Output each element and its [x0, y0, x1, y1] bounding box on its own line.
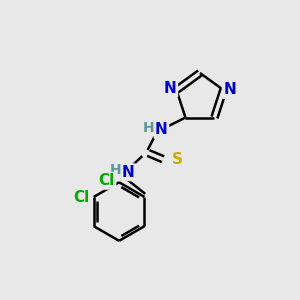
Text: N: N	[155, 122, 168, 137]
Text: N: N	[223, 82, 236, 98]
Text: H: H	[142, 121, 154, 135]
Text: N: N	[164, 81, 177, 96]
Text: H: H	[110, 163, 121, 177]
Text: Cl: Cl	[99, 173, 115, 188]
Text: S: S	[172, 152, 183, 167]
Text: N: N	[122, 165, 135, 180]
Text: Cl: Cl	[73, 190, 90, 205]
